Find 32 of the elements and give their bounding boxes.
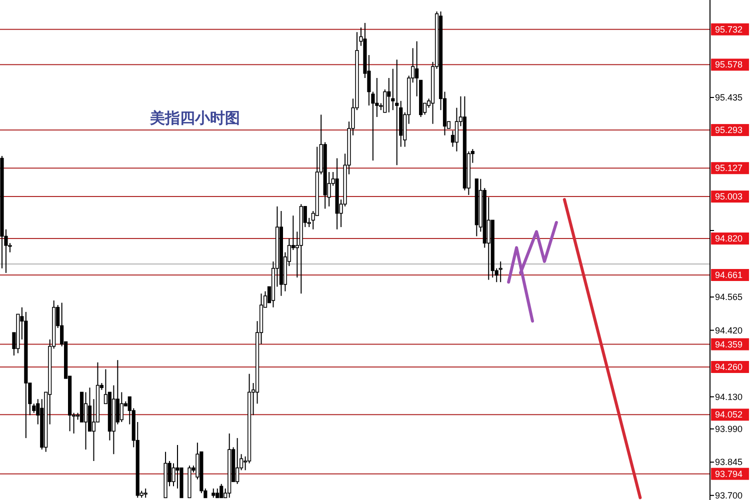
ref-line-label: 95.578 (715, 60, 743, 70)
candlestick (212, 488, 216, 498)
ref-line-label: 95.732 (715, 24, 743, 34)
y-tick-label: 93.990 (715, 424, 743, 434)
ref-line-label: 94.820 (715, 234, 743, 244)
ref-line-label: 94.260 (715, 362, 743, 372)
candlestick (32, 403, 36, 414)
candlestick (391, 68, 395, 111)
ref-line-label: 95.127 (715, 163, 743, 174)
y-tick-label: 93.845 (715, 457, 743, 468)
candlestick (220, 483, 224, 498)
candlestick (395, 59, 399, 166)
candlestick (216, 488, 220, 498)
candlestick (383, 88, 387, 113)
candlestick (144, 488, 148, 498)
y-tick-label: 94.130 (715, 392, 743, 402)
candlestick (498, 260, 502, 283)
ref-line-label: 93.794 (715, 468, 743, 479)
candlestick (236, 438, 240, 484)
ref-line-label: 95.293 (715, 125, 743, 136)
y-tick-label: 94.565 (715, 292, 743, 302)
y-tick-label: 94.420 (715, 325, 743, 336)
y-tick-label: 93.700 (715, 490, 743, 500)
candlestick (387, 77, 391, 113)
ref-line-label: 94.359 (715, 339, 743, 350)
candlestick (120, 392, 124, 423)
ref-line-label: 95.003 (715, 192, 743, 202)
y-tick-label: 95.435 (715, 92, 743, 102)
candlestick (84, 392, 88, 450)
text: 美指四小时图 (149, 109, 240, 127)
ref-line-label: 94.052 (715, 410, 743, 420)
ref-line-label: 94.661 (715, 270, 743, 280)
